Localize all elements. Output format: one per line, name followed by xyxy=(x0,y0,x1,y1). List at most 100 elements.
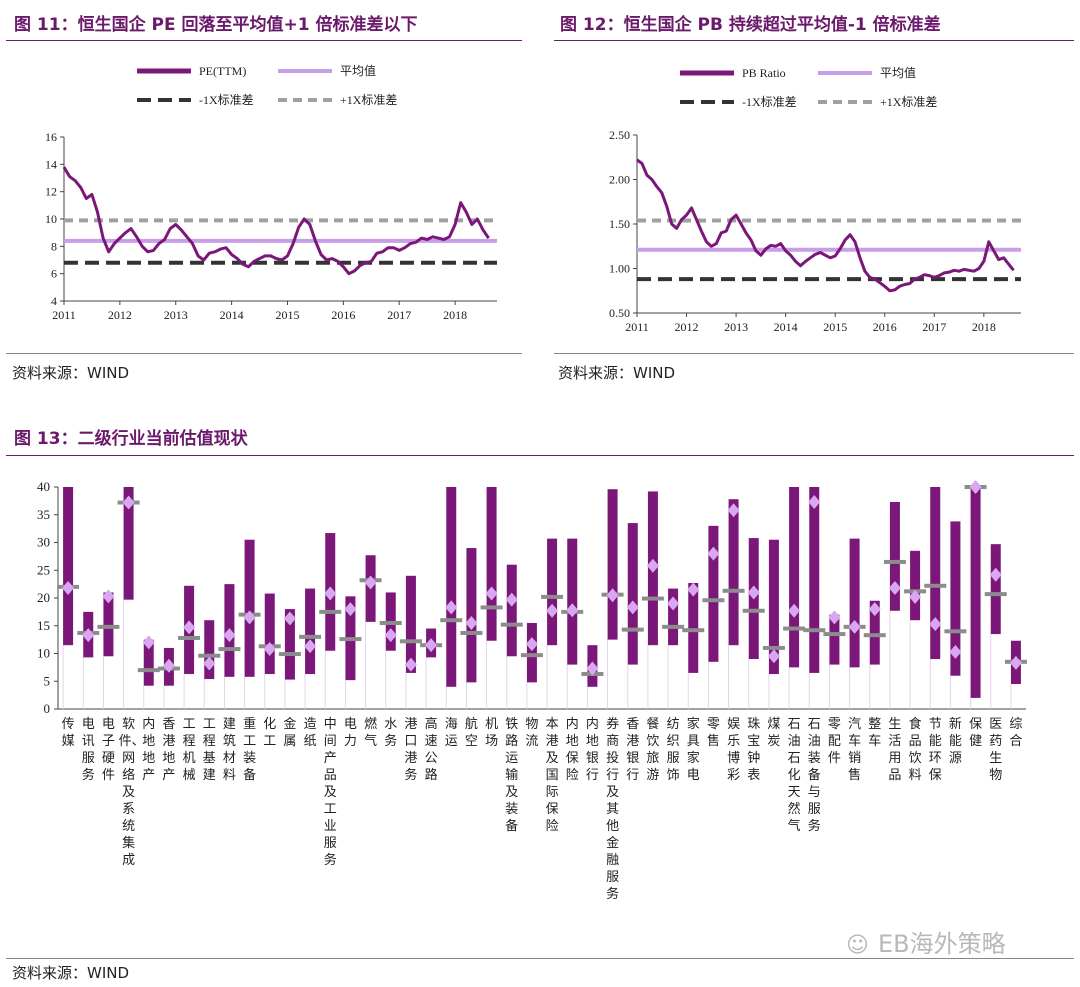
category-label: 重工装备 xyxy=(243,717,257,783)
watermark: ☺ EB海外策略 xyxy=(846,924,1006,959)
y-tick-label: 0 xyxy=(44,701,51,716)
current-marker xyxy=(122,495,135,510)
category-label: 港口港务 xyxy=(404,717,418,783)
current-marker xyxy=(162,658,175,673)
legend-label-0: PE(TTM) xyxy=(199,64,246,78)
median-marker xyxy=(218,647,241,652)
current-marker xyxy=(102,589,115,604)
fig12-source-rule xyxy=(554,353,1074,354)
x-tick-label: 2017 xyxy=(922,320,946,334)
fig13-title-rule xyxy=(6,455,1074,456)
x-tick-label: 2015 xyxy=(275,308,299,322)
x-tick-label: 2011 xyxy=(625,320,649,334)
category-label: 生活用品 xyxy=(888,717,902,783)
range-bar xyxy=(708,525,719,662)
y-tick-label: 20 xyxy=(37,590,50,605)
y-tick-label: 0.50 xyxy=(609,306,630,320)
x-tick-label: 2018 xyxy=(443,308,467,322)
category-label: 内地银行 xyxy=(585,717,599,783)
current-marker xyxy=(203,656,216,671)
category-label: 整车 xyxy=(868,717,882,749)
range-bar xyxy=(143,639,154,686)
y-tick-label: 40 xyxy=(37,479,50,494)
y-tick-label: 6 xyxy=(51,267,57,281)
fig11-chart: PE(TTM) 平均值 -1X标准差 +1X标准差 4 6 8 10 12 14 16 2011 201… xyxy=(45,63,497,322)
fig11-title-rule xyxy=(6,40,522,41)
category-label: 家具家电 xyxy=(686,717,700,783)
current-marker xyxy=(364,575,377,590)
fig12-chart: PB Ratio 平均值 -1X标准差 +1X标准差 0.50 1.00 1.50 2.00 2… xyxy=(609,65,1021,334)
category-label: 海运 xyxy=(444,717,458,749)
range-bar xyxy=(506,564,517,657)
category-label: 本港及国际保险 xyxy=(545,717,559,834)
y-tick-label: 30 xyxy=(37,535,50,550)
current-marker xyxy=(808,494,821,509)
current-marker xyxy=(425,638,438,653)
range-bar xyxy=(930,487,941,660)
median-marker xyxy=(319,609,342,614)
median-marker xyxy=(379,620,402,625)
current-marker xyxy=(344,602,357,617)
category-label: 航空 xyxy=(464,717,478,749)
current-marker xyxy=(505,592,518,607)
range-bar xyxy=(526,622,537,683)
fig13-source-rule xyxy=(6,958,1074,959)
current-marker xyxy=(1009,655,1022,670)
category-label: 物流 xyxy=(525,717,539,749)
median-marker xyxy=(762,645,785,650)
category-label: 造纸 xyxy=(303,717,317,749)
range-bar xyxy=(446,487,457,687)
current-marker xyxy=(888,581,901,596)
range-bar xyxy=(284,609,295,680)
y-tick-label: 2.00 xyxy=(609,173,630,187)
median-marker xyxy=(399,639,422,644)
y-tick-label: 14 xyxy=(45,157,57,171)
range-bar xyxy=(688,583,699,673)
y-tick-label: 8 xyxy=(51,239,57,253)
watermark-logo-icon: ☺ xyxy=(846,933,869,958)
median-marker xyxy=(662,624,685,629)
current-marker xyxy=(304,639,317,654)
fig11-source: 资料来源：WIND xyxy=(12,364,130,382)
category-label: 工程机械 xyxy=(182,717,196,783)
y-tick-label: 25 xyxy=(37,562,50,577)
legend-label-1: 平均值 xyxy=(880,65,916,80)
median-marker xyxy=(722,588,745,593)
x-tick-label: 2013 xyxy=(724,320,748,334)
y-tick-label: 1.50 xyxy=(609,217,630,231)
category-label: 电讯服务 xyxy=(81,717,95,783)
legend-label-2: -1X标准差 xyxy=(199,93,254,107)
current-marker xyxy=(223,628,236,643)
median-marker xyxy=(621,627,644,632)
y-tick-label: 15 xyxy=(37,618,50,633)
category-label: 节能环保 xyxy=(928,717,942,783)
fig11-source-rule xyxy=(6,353,522,354)
median-marker xyxy=(278,652,301,657)
y-tick-label: 10 xyxy=(45,212,57,226)
median-marker xyxy=(944,629,967,634)
category-label: 金属 xyxy=(283,717,297,749)
watermark-text: EB海外策略 xyxy=(878,930,1006,958)
current-marker xyxy=(909,589,922,604)
range-bar xyxy=(627,523,638,665)
legend-label-2: -1X标准差 xyxy=(742,95,797,109)
median-marker xyxy=(863,633,886,638)
series-line xyxy=(636,158,1015,293)
median-marker xyxy=(682,628,705,633)
fig12-title-rule xyxy=(554,40,1074,41)
range-bar xyxy=(63,487,74,646)
current-marker xyxy=(848,619,861,634)
category-label: 新能源 xyxy=(948,717,962,766)
current-marker xyxy=(626,600,639,615)
current-marker xyxy=(667,596,680,611)
current-marker xyxy=(828,610,841,625)
fig13-chart: 0 5 10 15 20 25 30 35 40 xyxy=(37,479,1027,716)
current-marker xyxy=(546,603,559,618)
median-marker xyxy=(137,668,160,673)
fig13-source: 资料来源：WIND xyxy=(12,964,130,982)
category-label: 软件、网络及系统集成 xyxy=(118,717,145,868)
range-bar xyxy=(829,614,840,665)
range-bar xyxy=(990,544,1001,635)
current-marker xyxy=(606,588,619,603)
current-marker xyxy=(485,586,498,601)
